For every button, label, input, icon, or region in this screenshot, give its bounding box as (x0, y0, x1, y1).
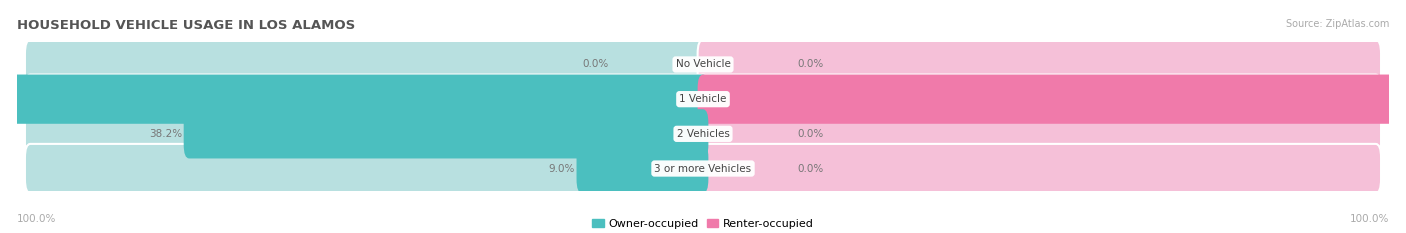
FancyBboxPatch shape (697, 144, 1381, 193)
FancyBboxPatch shape (697, 75, 1406, 124)
Text: 2 Vehicles: 2 Vehicles (676, 129, 730, 139)
Text: 1 Vehicle: 1 Vehicle (679, 94, 727, 104)
Text: No Vehicle: No Vehicle (675, 59, 731, 69)
Text: 0.0%: 0.0% (797, 164, 824, 174)
Text: 3 or more Vehicles: 3 or more Vehicles (654, 164, 752, 174)
FancyBboxPatch shape (184, 109, 709, 158)
Text: HOUSEHOLD VEHICLE USAGE IN LOS ALAMOS: HOUSEHOLD VEHICLE USAGE IN LOS ALAMOS (17, 19, 356, 32)
Text: 100.0%: 100.0% (17, 214, 56, 224)
Text: 0.0%: 0.0% (582, 59, 609, 69)
Text: 0.0%: 0.0% (797, 59, 824, 69)
Text: 0.0%: 0.0% (797, 129, 824, 139)
FancyBboxPatch shape (25, 109, 709, 158)
FancyBboxPatch shape (697, 75, 1381, 124)
FancyBboxPatch shape (697, 40, 1381, 89)
FancyBboxPatch shape (25, 75, 709, 124)
FancyBboxPatch shape (0, 75, 709, 124)
FancyBboxPatch shape (697, 109, 1381, 158)
FancyBboxPatch shape (25, 144, 709, 193)
Text: 9.0%: 9.0% (548, 164, 575, 174)
Text: 100.0%: 100.0% (1350, 214, 1389, 224)
Text: Source: ZipAtlas.com: Source: ZipAtlas.com (1285, 19, 1389, 29)
FancyBboxPatch shape (576, 144, 709, 193)
Legend: Owner-occupied, Renter-occupied: Owner-occupied, Renter-occupied (588, 214, 818, 233)
FancyBboxPatch shape (25, 40, 709, 89)
Text: 38.2%: 38.2% (149, 129, 183, 139)
